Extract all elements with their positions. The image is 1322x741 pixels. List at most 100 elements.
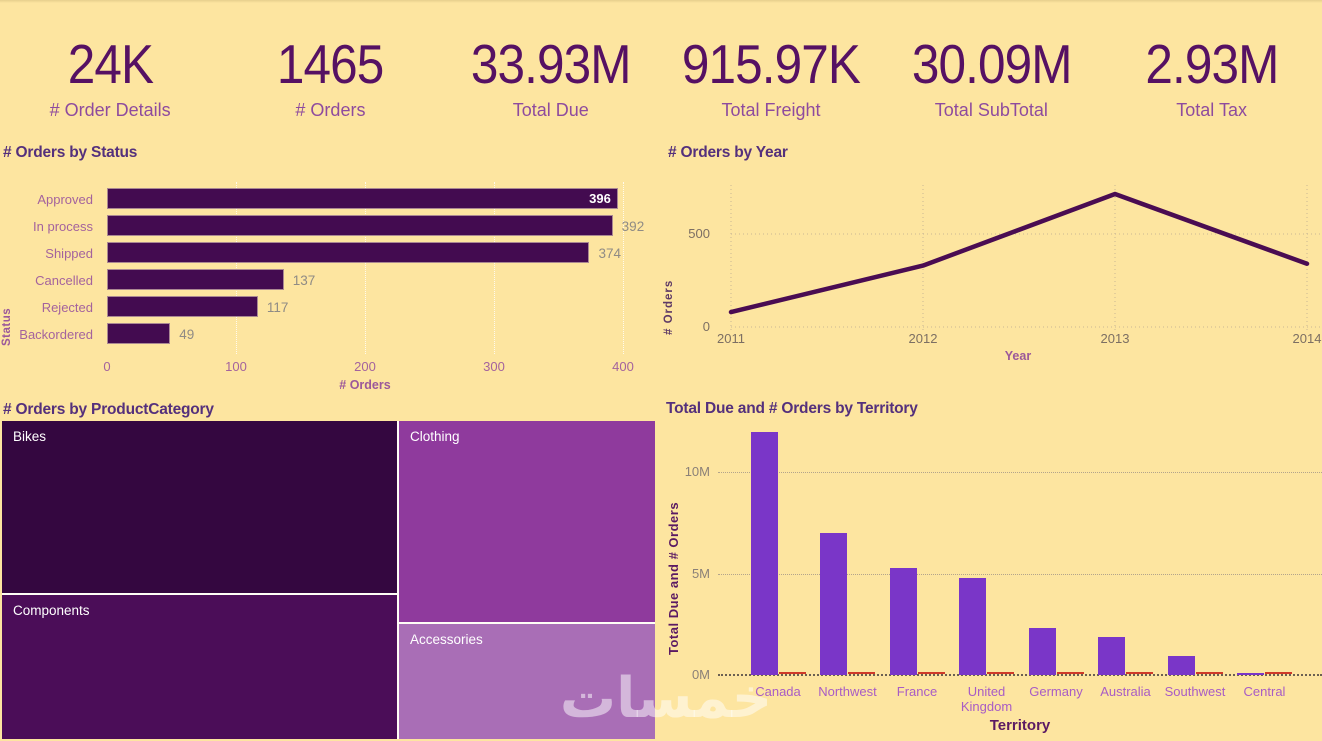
y-tick-label: 10M: [684, 464, 710, 479]
bar-value-label: 49: [179, 327, 195, 342]
territory-mark-orders-southwest[interactable]: [1195, 671, 1223, 674]
treemap-item-label: Bikes: [13, 429, 47, 444]
kpi-card-orders: 1465 # Orders: [220, 36, 440, 136]
territory-bar-total-due-united-kingdom[interactable]: [959, 577, 986, 675]
kpi-value: 915.97K: [681, 33, 861, 95]
y-axis-title: Total Due and # Orders: [666, 501, 681, 655]
category-label: United Kingdom: [960, 684, 1013, 714]
gridline: [623, 182, 624, 354]
category-label: Canada: [755, 684, 801, 699]
kpi-label: Total Freight: [721, 100, 821, 120]
category-label: Cancelled: [35, 273, 93, 288]
gridline: [494, 182, 495, 354]
territory-mark-orders-central[interactable]: [1265, 671, 1292, 674]
x-tick-label: 0: [103, 359, 111, 374]
kpi-card-total-due: 33.93M Total Due: [441, 36, 661, 136]
y-tick-label: 0M: [691, 667, 710, 682]
treemap-item-label: Accessories: [410, 632, 483, 647]
territory-mark-orders-france[interactable]: [917, 671, 945, 674]
kpi-label: # Orders: [295, 100, 366, 120]
year-line-svg: [728, 185, 1322, 331]
gridline: [365, 182, 366, 354]
x-axis-title: # Orders: [339, 378, 391, 392]
chart-title: # Orders by ProductCategory: [3, 401, 214, 418]
kpi-card-order-details: 24K # Order Details: [0, 36, 220, 136]
gridline: [718, 472, 1322, 473]
category-label: Southwest: [1164, 684, 1226, 699]
chart-title: # Orders by Year: [668, 144, 788, 161]
category-label: Australia: [1100, 684, 1151, 699]
kpi-label: # Order Details: [49, 100, 171, 120]
bar-value-label: 396: [589, 191, 611, 206]
territory-mark-orders-canada[interactable]: [778, 671, 806, 674]
treemap-item-components[interactable]: Components: [2, 595, 397, 739]
status-bar-cancelled[interactable]: [107, 269, 284, 290]
treemap-item-bikes[interactable]: Bikes: [2, 421, 397, 593]
status-bar-rejected[interactable]: [107, 296, 258, 317]
category-label: Backordered: [19, 327, 93, 342]
kpi-value: 1465: [277, 33, 384, 95]
status-bar-in-process[interactable]: [107, 215, 613, 236]
treemap-item-label: Components: [13, 603, 90, 618]
category-label: In process: [33, 219, 93, 234]
territory-bar-total-due-southwest[interactable]: [1167, 655, 1195, 675]
kpi-card-total-tax: 2.93M Total Tax: [1101, 36, 1321, 136]
kpi-row: 24K # Order Details 1465 # Orders 33.93M…: [0, 36, 1322, 136]
status-bar-backordered[interactable]: [107, 323, 171, 344]
orders-by-year-line[interactable]: [728, 191, 1310, 315]
territory-mark-orders-australia[interactable]: [1126, 671, 1153, 674]
kpi-label: Total Due: [512, 100, 589, 120]
category-label: France: [896, 684, 938, 699]
territory-bar-total-due-germany[interactable]: [1028, 628, 1056, 675]
gridline: [718, 573, 1322, 575]
category-label: Shipped: [45, 246, 93, 261]
treemap-boxes: Bikes Components Clothing Accessories: [2, 421, 655, 739]
status-bar-approved[interactable]: 396: [107, 188, 618, 209]
category-label: Central: [1243, 684, 1286, 699]
treemap-item-accessories[interactable]: Accessories: [399, 624, 655, 739]
territory-bar-total-due-australia[interactable]: [1098, 637, 1125, 675]
x-tick-label: 2014: [1292, 331, 1322, 346]
y-tick-label: 500: [688, 226, 710, 241]
treemap-item-label: Clothing: [410, 429, 460, 444]
kpi-card-total-freight: 915.97K Total Freight: [661, 36, 881, 136]
kpi-value: 33.93M: [470, 33, 632, 95]
kpi-label: Total Tax: [1176, 100, 1247, 120]
bar-value-label: 374: [598, 246, 621, 261]
y-tick-label: 5M: [691, 565, 710, 581]
chart-title: # Orders by Status: [3, 144, 138, 161]
x-tick-label: 2011: [717, 331, 745, 346]
territory-bar-total-due-northwest[interactable]: [820, 532, 847, 675]
kpi-value: 24K: [67, 33, 153, 95]
treemap-item-clothing[interactable]: Clothing: [399, 421, 655, 622]
territory-mark-orders-germany[interactable]: [1056, 671, 1084, 674]
x-axis-line: [718, 674, 1322, 676]
kpi-value: 30.09M: [911, 33, 1072, 95]
bar-value-label: 117: [266, 300, 289, 315]
chart-title: Total Due and # Orders by Territory: [666, 400, 918, 417]
x-tick-label: 200: [354, 359, 376, 374]
x-tick-label: 300: [483, 359, 505, 374]
x-tick-label: 2013: [1100, 331, 1130, 346]
kpi-card-total-subtotal: 30.09M Total SubTotal: [881, 36, 1101, 136]
territory-mark-orders-united-kingdom[interactable]: [987, 671, 1014, 674]
bar-value-label: 392: [621, 219, 645, 234]
x-tick-label: 400: [612, 359, 634, 374]
territory-bar-total-due-canada[interactable]: [750, 432, 778, 675]
territory-bar-total-due-france[interactable]: [889, 568, 917, 675]
y-tick-label: 0: [702, 319, 710, 334]
territory-bar-total-due-central[interactable]: [1237, 672, 1264, 675]
category-label: Rejected: [41, 300, 93, 315]
status-bar-shipped[interactable]: [107, 242, 590, 263]
gridline: [236, 182, 237, 354]
bar-value-label: 137: [292, 273, 316, 288]
x-axis-title: Year: [1004, 349, 1032, 363]
x-tick-label: 100: [225, 359, 247, 374]
kpi-value: 2.93M: [1145, 33, 1279, 95]
territory-mark-orders-northwest[interactable]: [848, 671, 875, 674]
